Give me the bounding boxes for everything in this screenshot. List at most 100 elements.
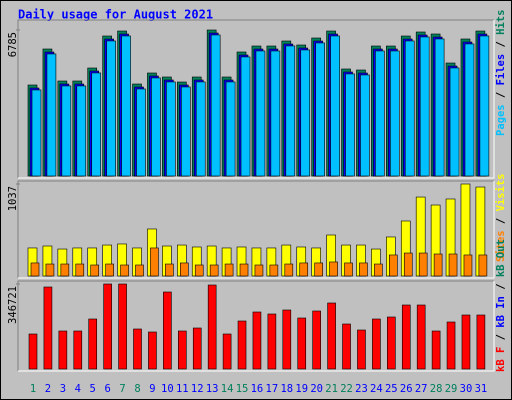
bar (330, 35, 340, 177)
bar (194, 264, 204, 277)
bar (60, 263, 70, 277)
bar (76, 85, 87, 177)
legend-separator: / (495, 277, 507, 296)
bar (431, 330, 441, 370)
legend: Sites / Visits (495, 173, 507, 262)
x-tick-label: 8 (134, 383, 140, 395)
bar (464, 43, 475, 177)
bar (178, 330, 187, 370)
bar (30, 262, 40, 277)
bar (299, 262, 309, 277)
bar (449, 67, 460, 177)
x-tick-label: 9 (149, 383, 155, 395)
bar (315, 42, 325, 177)
bar (300, 49, 311, 177)
bar (209, 264, 219, 277)
bar (195, 81, 206, 177)
x-tick-label: 27 (415, 383, 428, 395)
bar (163, 291, 172, 370)
bar (476, 314, 486, 370)
bar (282, 309, 292, 370)
bar (434, 38, 445, 177)
bar (222, 333, 232, 370)
bar (106, 40, 116, 177)
bar (479, 35, 490, 177)
bar (31, 89, 42, 177)
bar (43, 286, 53, 370)
bar (181, 86, 191, 177)
bar (270, 50, 281, 177)
x-tick-label: 10 (161, 383, 174, 395)
y-tick-label: 6785 (7, 32, 19, 57)
x-tick-label: 6 (104, 383, 110, 395)
bar (463, 254, 473, 277)
legend-separator: / (495, 211, 507, 230)
bar (359, 262, 368, 277)
bar (285, 45, 296, 177)
bar (403, 252, 413, 277)
legend-separator: / (495, 328, 507, 347)
legend-entry: Files (495, 54, 507, 86)
bar (375, 50, 385, 177)
x-tick-label: 7 (119, 383, 125, 395)
bar (151, 77, 161, 177)
bar (478, 254, 488, 277)
x-tick-label: 31 (475, 383, 488, 395)
bar (416, 304, 426, 370)
bar (120, 264, 129, 277)
legend-entry: kB Out (495, 239, 507, 277)
bar (327, 302, 336, 370)
x-tick-label: 11 (176, 383, 189, 395)
x-tick-label: 20 (310, 383, 323, 395)
bar (118, 283, 127, 370)
y-tick-label: 346721 (7, 286, 19, 324)
x-tick-label: 28 (430, 383, 443, 395)
x-tick-label: 4 (75, 383, 81, 395)
bar (418, 252, 428, 277)
bar (342, 323, 351, 370)
x-tick-label: 23 (355, 383, 368, 395)
x-tick-label: 15 (236, 383, 249, 395)
x-tick-label: 5 (90, 383, 96, 395)
bar (401, 304, 411, 370)
bar (419, 36, 430, 177)
bar (360, 74, 370, 177)
frame (18, 20, 495, 179)
x-tick-label: 14 (221, 383, 234, 395)
bar (166, 81, 176, 177)
x-tick-label: 3 (60, 383, 66, 395)
frame (17, 280, 494, 371)
bar (237, 320, 247, 370)
bar (207, 284, 217, 370)
bar (88, 318, 98, 370)
bar (103, 283, 112, 370)
bar (61, 85, 72, 177)
bar (387, 316, 396, 370)
legend-entry: Hits (495, 10, 507, 35)
frame (17, 180, 494, 278)
frame (18, 181, 495, 279)
bar (46, 53, 57, 177)
bar (374, 263, 383, 277)
x-tick-label: 17 (266, 383, 279, 395)
bar (133, 328, 142, 370)
bar (448, 253, 458, 277)
frame (18, 281, 495, 372)
bar (73, 330, 83, 370)
bar (240, 56, 251, 177)
bar (344, 262, 353, 277)
x-tick-label: 1 (30, 383, 36, 395)
bar (297, 317, 307, 370)
panel-frames (17, 19, 495, 372)
bar (255, 50, 266, 177)
bar (254, 264, 264, 277)
bar (58, 330, 68, 370)
bar (105, 263, 114, 277)
legend-entry: Sites (495, 230, 507, 262)
x-tick-label: 19 (295, 383, 308, 395)
legend-entry: kB In (495, 296, 507, 328)
bar (433, 253, 443, 277)
x-tick-label: 26 (400, 383, 413, 395)
legend-separator: / (495, 85, 507, 104)
bar (461, 314, 471, 370)
